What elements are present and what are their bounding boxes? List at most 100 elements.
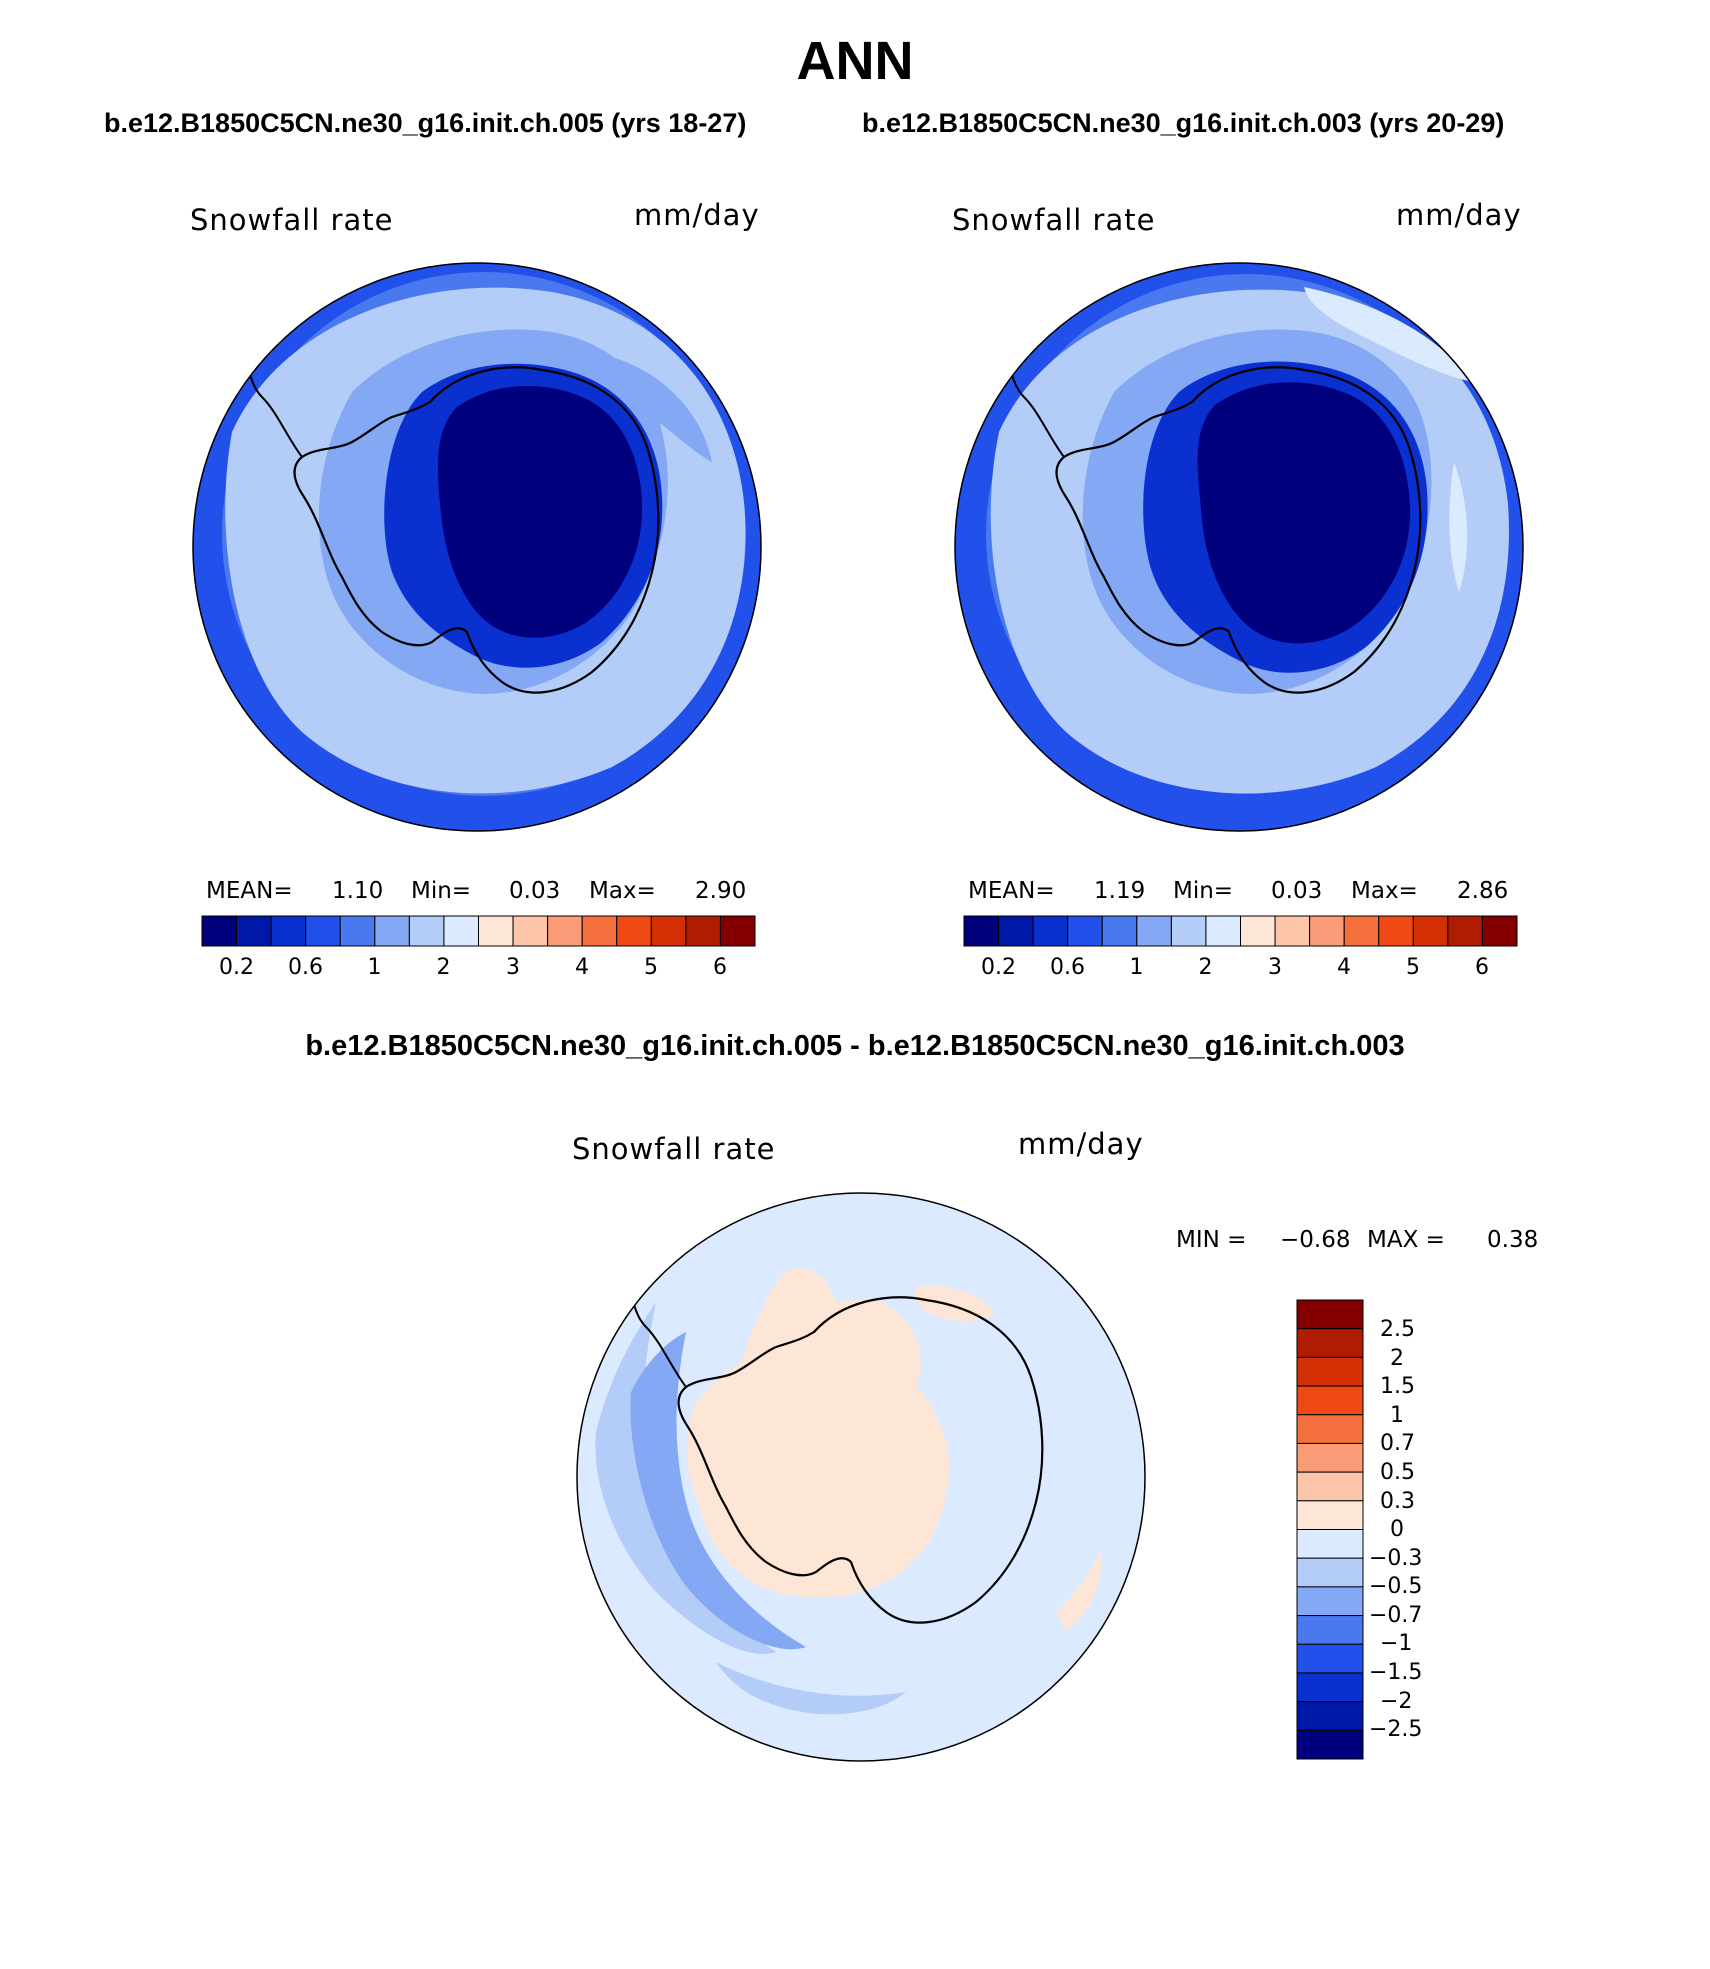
panel2-max-label: Max= [1351, 878, 1418, 904]
colorbar-swatch [963, 915, 1000, 947]
colorbar-swatch [1296, 1643, 1364, 1674]
colorbar-swatch [1205, 915, 1242, 947]
colorbar-swatch [1296, 1557, 1364, 1588]
panel2-units-label: mm/day [1396, 198, 1522, 232]
panel2-colorbar-ticks: 0.2 0.6 1 2 3 4 5 6 [964, 955, 1517, 985]
antarctic-coastline [1055, 366, 1422, 694]
diff-tick: −2.5 [1369, 1717, 1423, 1742]
colorbar-swatch [443, 915, 480, 947]
diff-min-label: MIN = [1176, 1227, 1247, 1253]
positive-anomaly-patch [914, 1285, 996, 1322]
colorbar-swatch [616, 915, 652, 947]
panel2-tick: 4 [1337, 955, 1351, 980]
panel1-tick: 0.2 [219, 955, 254, 980]
colorbar-swatch [1296, 1529, 1364, 1559]
colorbar-swatch [1296, 1729, 1364, 1760]
colorbar-swatch [1296, 1615, 1364, 1645]
colorbar-swatch [1296, 1356, 1364, 1387]
panel2-tick: 0.2 [981, 955, 1016, 980]
diff-tick: 0 [1390, 1517, 1404, 1542]
panel2-tick: 1 [1129, 955, 1144, 980]
antarctic-interior [437, 385, 643, 638]
colorbar-swatch [998, 915, 1034, 947]
panel2-tick: 0.6 [1050, 955, 1085, 980]
diff-tick: 0.3 [1380, 1489, 1415, 1514]
diff-tick: 0.5 [1380, 1460, 1415, 1485]
panel2-mean-label: MEAN= [968, 878, 1055, 904]
diff-tick: 1.5 [1380, 1374, 1415, 1399]
panel2-variable-label: Snowfall rate [952, 203, 1156, 237]
difference-title: b.e12.B1850C5CN.ne30_g16.init.ch.005 - b… [305, 1030, 1405, 1062]
ocean-pale-patch [1304, 287, 1474, 382]
panel2-min-value: 0.03 [1271, 878, 1323, 904]
diff-tick: −2 [1380, 1689, 1413, 1714]
colorbar-swatch [1296, 1471, 1364, 1502]
panel2-tick: 2 [1198, 955, 1213, 980]
page-title: ANN [796, 31, 914, 91]
colorbar-swatch [1296, 1500, 1364, 1530]
colorbar-swatch [339, 915, 376, 947]
panel1-tick: 1 [367, 955, 382, 980]
difference-map [576, 1192, 1146, 1762]
colorbar-swatch [1170, 915, 1207, 947]
colorbar-swatch [547, 915, 583, 947]
panel2-tick: 3 [1268, 955, 1282, 980]
diff-tick: 1 [1390, 1403, 1404, 1428]
panel2-tick: 5 [1406, 955, 1420, 980]
diff-max-label: MAX = [1367, 1227, 1445, 1253]
colorbar-swatch [305, 915, 341, 947]
colorbar-swatch [1296, 1328, 1364, 1358]
diff-tick: −0.3 [1369, 1546, 1423, 1571]
map-frame [576, 1192, 1146, 1762]
positive-anomaly-field [686, 1268, 950, 1598]
colorbar-swatch [1447, 915, 1483, 947]
antarctic-coastline [677, 1296, 1044, 1624]
colorbar-swatch [201, 915, 238, 947]
antarctic-interior [1197, 382, 1411, 644]
diff-variable-label: Snowfall rate [572, 1132, 776, 1166]
panel2-min-label: Min= [1173, 878, 1234, 904]
colorbar-swatch [1296, 1299, 1364, 1330]
panel1-min-value: 0.03 [509, 878, 561, 904]
diff-units-label: mm/day [1018, 1127, 1144, 1161]
panel1-tick: 3 [506, 955, 520, 980]
case1-subtitle: b.e12.B1850C5CN.ne30_g16.init.ch.005 (yr… [104, 108, 747, 138]
panel1-tick: 6 [713, 955, 727, 980]
colorbar-swatch [270, 915, 307, 947]
panel1-tick: 5 [644, 955, 658, 980]
colorbar-swatch [581, 915, 618, 947]
positive-anomaly-edge [1056, 1552, 1102, 1632]
panel1-mean-value: 1.10 [332, 878, 384, 904]
map-frame [954, 262, 1524, 832]
colorbar-swatch [1296, 1672, 1364, 1703]
difference-colorbar-ticks: 2.5 2 1.5 1 0.7 0.5 0.3 0 −0.3 −0.5 −0.7… [1369, 1300, 1472, 1759]
colorbar-swatch [1101, 915, 1138, 947]
antarctic-coastline [293, 366, 660, 694]
colorbar-swatch [1343, 915, 1380, 947]
diff-tick: −0.7 [1369, 1603, 1423, 1628]
panel1-colorbar [201, 915, 756, 947]
diff-tick: −0.5 [1369, 1574, 1423, 1599]
colorbar-swatch [1309, 915, 1345, 947]
colorbar-swatch [1274, 915, 1311, 947]
panel1-mean-label: MEAN= [206, 878, 293, 904]
panel1-tick: 4 [575, 955, 589, 980]
case2-subtitle: b.e12.B1850C5CN.ne30_g16.init.ch.003 (yr… [862, 108, 1505, 138]
colorbar-swatch [408, 915, 445, 947]
colorbar-swatch [1136, 915, 1172, 947]
colorbar-swatch [1378, 915, 1414, 947]
panel1-min-label: Min= [411, 878, 472, 904]
negative-anomaly-patch [716, 1662, 906, 1715]
colorbar-swatch [478, 915, 514, 947]
panel1-tick: 2 [436, 955, 451, 980]
panel2-colorbar [963, 915, 1518, 947]
colorbar-swatch [1240, 915, 1276, 947]
colorbar-swatch [1481, 915, 1518, 947]
colorbar-swatch [1296, 1414, 1364, 1444]
map-frame [192, 262, 762, 832]
diff-tick: −1 [1380, 1631, 1413, 1656]
panel1-max-label: Max= [589, 878, 656, 904]
panel2-map [954, 262, 1524, 832]
colorbar-swatch [1412, 915, 1449, 947]
ocean-pale-patch-2 [1449, 462, 1468, 592]
